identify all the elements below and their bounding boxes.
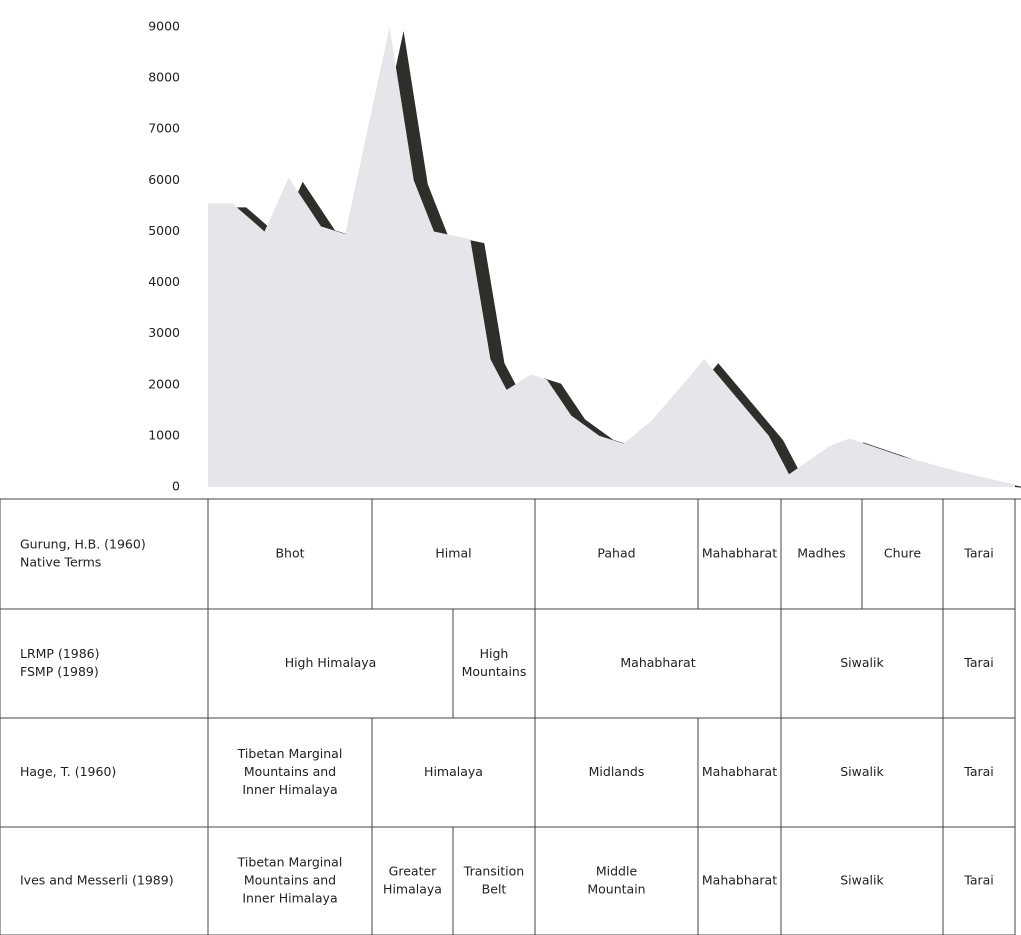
table-cell	[534, 717, 699, 828]
cell-text: Mahabharat	[702, 546, 777, 561]
table-cell	[780, 826, 944, 935]
table-cell	[534, 826, 699, 935]
table-cell	[697, 826, 782, 935]
cell-text: Siwalik	[840, 655, 884, 670]
y-tick-label: 3000	[148, 325, 180, 340]
cell-text: High Himalaya	[285, 655, 377, 670]
table-cell	[942, 498, 1016, 610]
cell-text: Himal	[435, 546, 471, 561]
table-cell	[207, 717, 373, 828]
y-tick-label: 2000	[148, 376, 180, 391]
cell-text: Midlands	[589, 764, 645, 779]
row-label-cell	[0, 717, 209, 828]
table-cell	[697, 498, 782, 610]
cell-text: Siwalik	[840, 873, 884, 888]
cell-text: Tibetan Marginal	[237, 746, 343, 761]
table-cell	[534, 498, 699, 610]
cell-text: Greater	[389, 864, 437, 879]
row-label-cell	[0, 498, 209, 610]
cell-text: High	[480, 646, 509, 661]
cell-text: Mountains and	[244, 873, 336, 888]
y-tick-label: 5000	[148, 223, 180, 238]
cell-text: Mahabharat	[702, 873, 777, 888]
cell-text: Bhot	[275, 546, 304, 561]
cell-text: Tibetan Marginal	[237, 855, 343, 870]
cell-text: Mountain	[587, 882, 645, 897]
row-label: LRMP (1986)	[20, 646, 100, 661]
y-tick-label: 6000	[148, 172, 180, 187]
cell-text: Tarai	[963, 546, 994, 561]
cell-text: Mahabharat	[702, 764, 777, 779]
cell-text: Tarai	[963, 764, 994, 779]
cell-text: Madhes	[797, 546, 846, 561]
table-cell	[371, 717, 536, 828]
table-cell	[371, 826, 454, 935]
cell-text: Himalaya	[424, 764, 483, 779]
cell-text: Tarai	[963, 655, 994, 670]
row-label: Hage, T. (1960)	[20, 764, 116, 779]
table-cell	[207, 608, 454, 719]
cell-text: Tarai	[963, 873, 994, 888]
cell-text: Mahabharat	[620, 655, 695, 670]
y-tick-label: 1000	[148, 427, 180, 442]
row-label: Gurung, H.B. (1960)	[20, 537, 146, 552]
table-cell	[780, 498, 863, 610]
cell-text: Transition	[463, 864, 524, 879]
cell-text: Mountains	[462, 664, 527, 679]
table-cell	[534, 608, 782, 719]
row-label: Native Terms	[20, 555, 101, 570]
y-tick-label: 8000	[148, 70, 180, 85]
row-label-cell	[0, 608, 209, 719]
table-cell	[452, 826, 536, 935]
cell-text: Middle	[596, 864, 638, 879]
row-label: FSMP (1989)	[20, 664, 99, 679]
cell-text: Belt	[482, 882, 507, 897]
cell-text: Inner Himalaya	[242, 891, 337, 906]
table-cell	[780, 717, 944, 828]
cell-text: Chure	[884, 546, 921, 561]
area	[208, 27, 1015, 487]
cell-text: Himalaya	[383, 882, 442, 897]
cell-text: Pahad	[597, 546, 635, 561]
table-cell	[942, 826, 1016, 935]
table-cell	[452, 608, 536, 719]
row-label-cell	[0, 826, 209, 935]
table-cell	[371, 498, 536, 610]
y-tick-label: 0	[172, 479, 180, 494]
cell-text: Inner Himalaya	[242, 782, 337, 797]
row-label: Ives and Messerli (1989)	[20, 873, 174, 888]
y-tick-label: 7000	[148, 121, 180, 136]
table-cell	[861, 498, 944, 610]
y-tick-label: 9000	[148, 19, 180, 34]
y-tick-label: 4000	[148, 274, 180, 289]
cell-text: Mountains and	[244, 764, 336, 779]
cell-text: Siwalik	[840, 764, 884, 779]
table-cell	[697, 717, 782, 828]
